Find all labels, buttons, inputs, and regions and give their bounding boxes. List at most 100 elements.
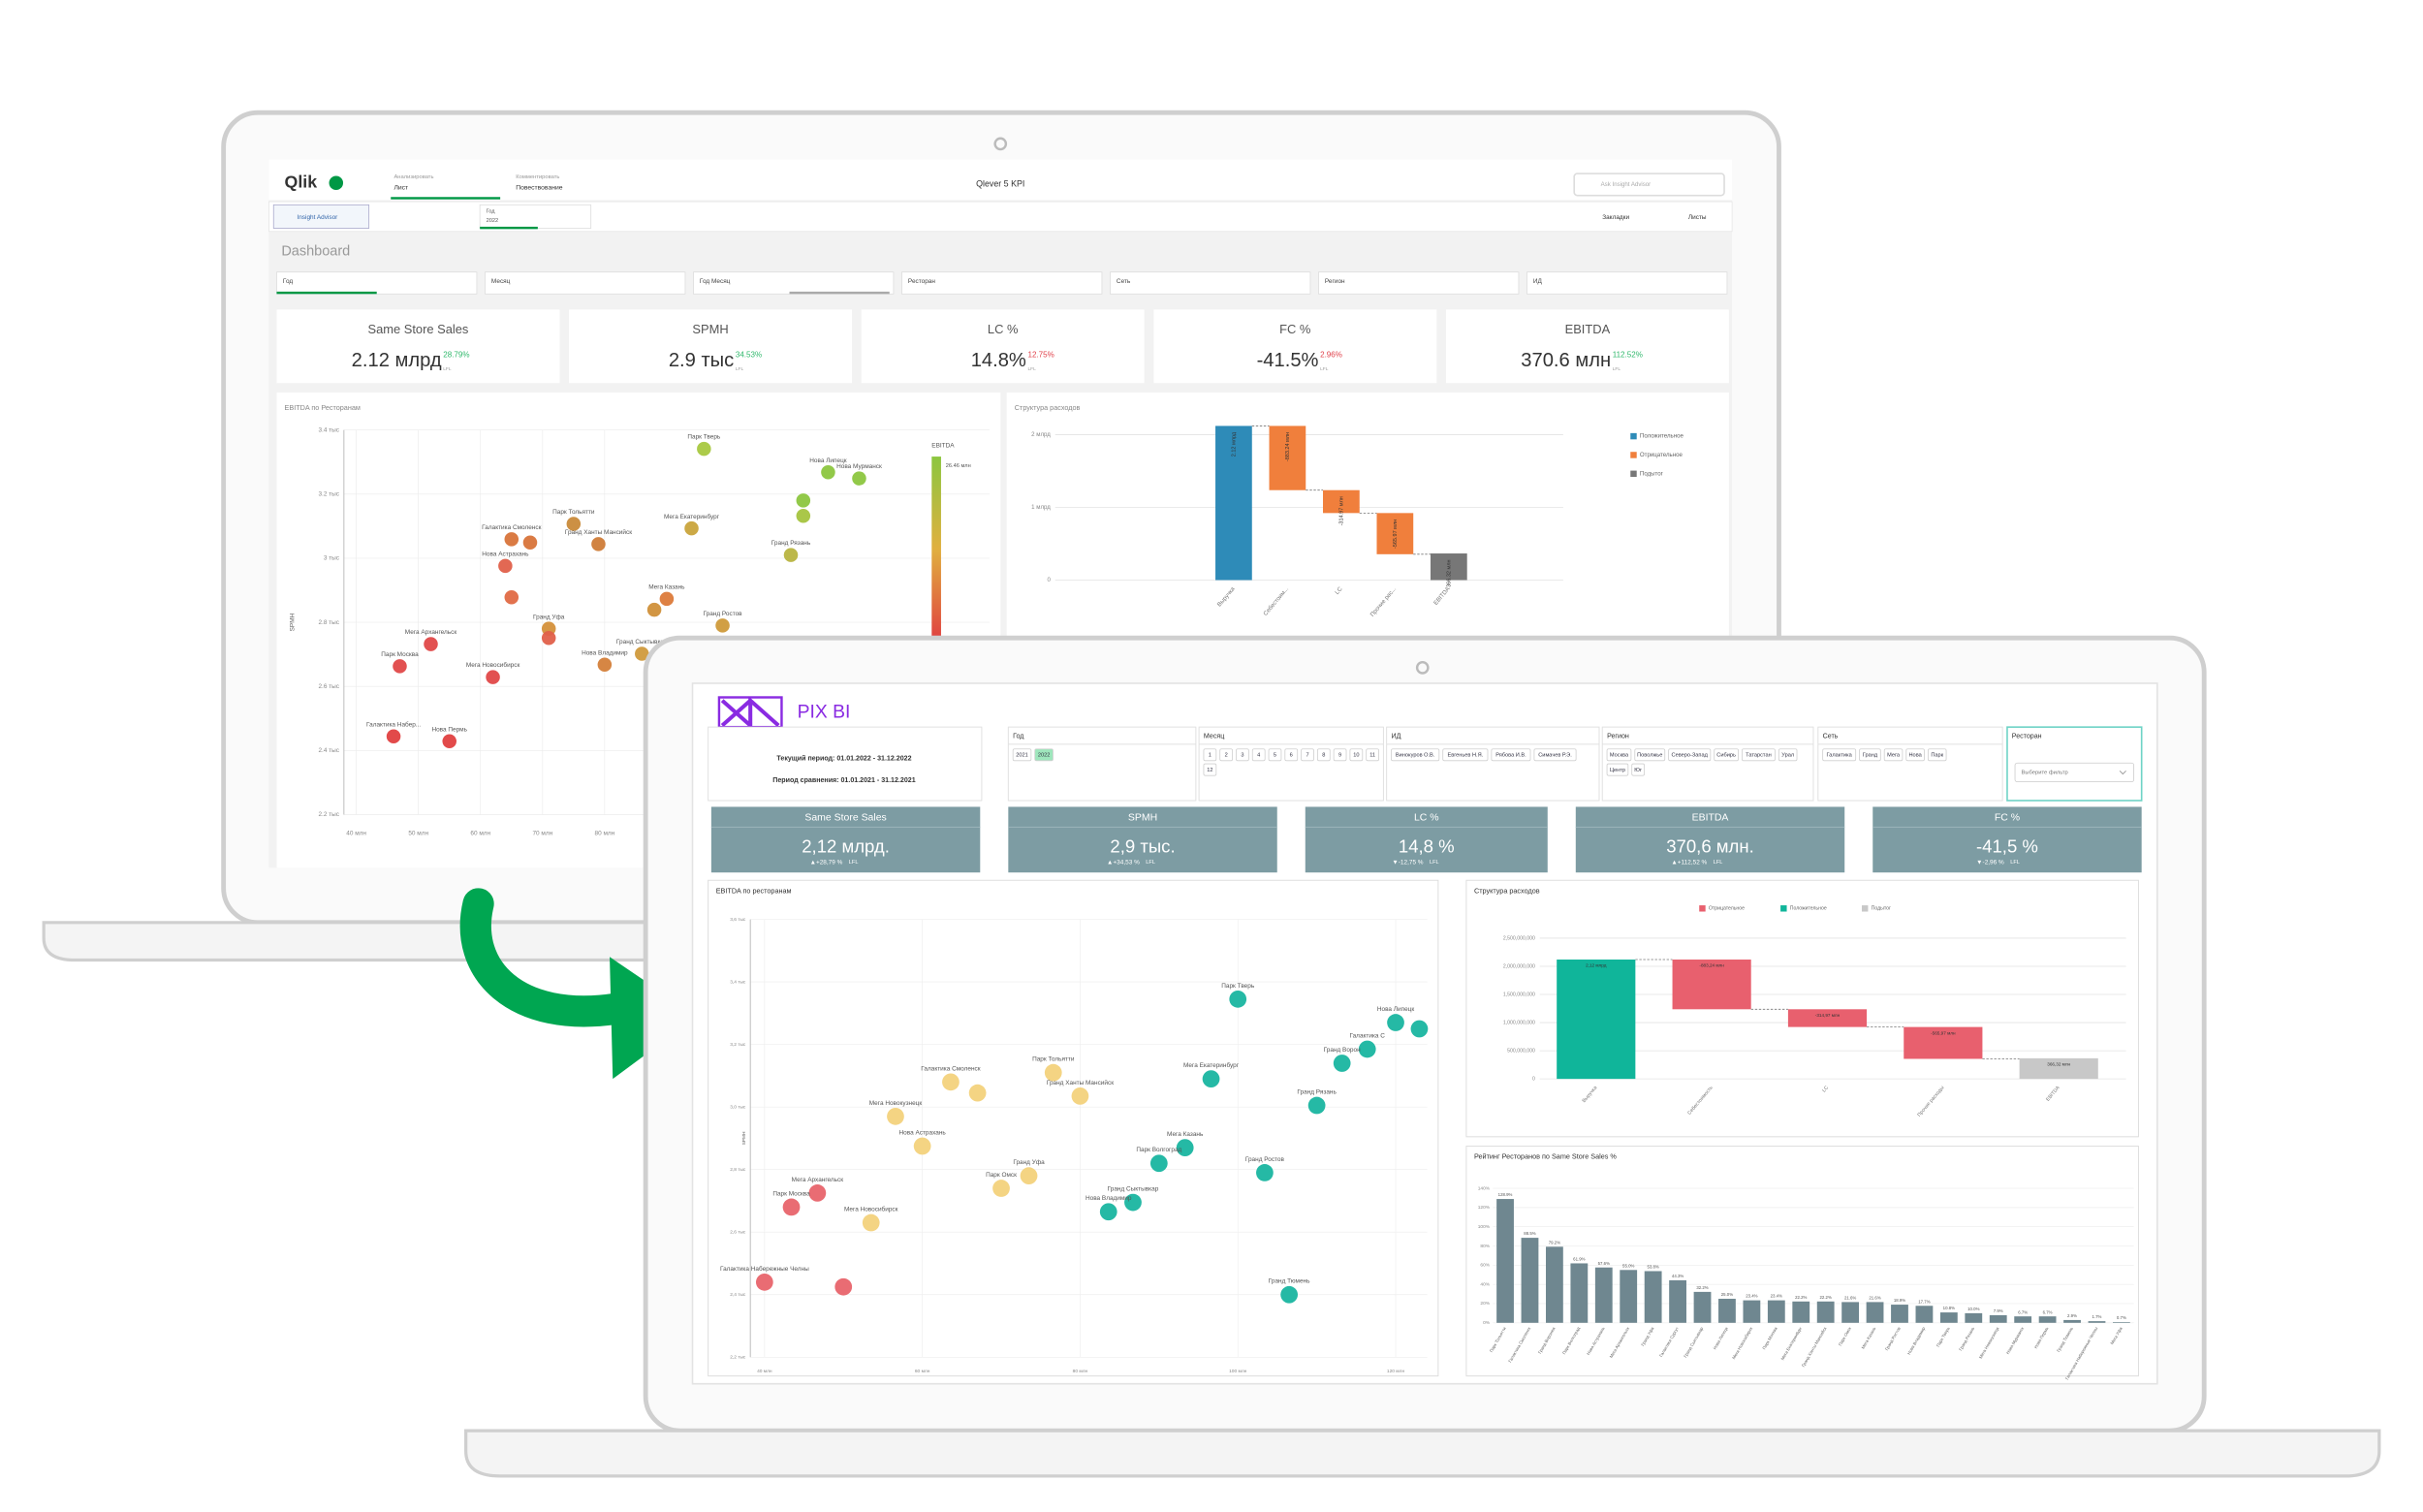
bar [1787,1009,1868,1027]
point-label: Гранд Рязань [771,540,811,547]
filter-chip[interactable] [1714,748,1739,762]
selection-chip[interactable] [479,204,592,229]
kpi-title: FC % [1995,812,2020,823]
toolbar-item[interactable]: Листы [1688,214,1707,221]
y-tick-label: 2,2 тыс [730,1355,746,1361]
filter-chip-label: Центр [1610,768,1625,773]
filter-box[interactable] [485,271,686,295]
value-label: 53.8% [1647,1265,1658,1270]
search-box[interactable] [1573,173,1725,197]
kpi-sub: LFL [1714,860,1723,866]
filter-box[interactable] [1526,271,1728,295]
kpi-value: -41,5 % [1976,835,2038,856]
filter-chip[interactable] [1268,748,1282,762]
filter-chip[interactable] [1606,748,1632,762]
filter-chip[interactable] [1668,748,1712,762]
filter-chip[interactable] [1203,763,1217,776]
point-label: Гранд Ханты Мансийск [1047,1079,1114,1087]
legend-label: Положительное [1640,433,1684,440]
dropdown[interactable] [2014,762,2135,783]
value-label: 88.5% [1524,1231,1535,1236]
value-label: 61.9% [1573,1257,1585,1262]
point-label: Парк Волгоград [1136,1147,1181,1153]
tab-sub[interactable]: Повествование [516,184,562,191]
filter-chip[interactable] [1366,748,1379,762]
filter-chip[interactable] [1333,748,1347,762]
point-label: Гранд Уфа [533,614,565,620]
data-point [522,535,538,550]
filter-chip-label: Татарстан [1746,753,1772,759]
filter-chip[interactable] [1034,748,1054,762]
data-point [498,558,513,574]
filter-chip[interactable] [1236,748,1249,762]
kpi-sub: LFL [1146,860,1155,866]
filter-chip[interactable] [1316,748,1331,762]
data-point [1280,1285,1299,1304]
logo-mark [720,696,780,731]
tab-sub[interactable]: Лист [393,184,408,191]
filter-chip[interactable] [1883,748,1904,762]
filter-chip[interactable] [1927,748,1947,762]
filter-chip[interactable] [1012,748,1032,762]
filter-label: Месяц [491,278,511,285]
filter-chip-label: Винокуров О.В. [1396,753,1435,759]
x-tick-label: 50 млн [408,831,428,837]
filter-chip[interactable] [1606,763,1629,776]
bar [1546,1246,1563,1323]
point-label: Нова Астрахань [482,551,529,557]
point-label: Гранд Сыктывкар [1108,1186,1159,1193]
filter-chip[interactable] [1251,748,1266,762]
app-title[interactable]: Qlever 5 KPI [976,179,1024,189]
filter-chip-label: 2021 [1016,753,1028,759]
point-label: Галактика Смоленск [921,1065,980,1072]
filter-chip[interactable] [1349,748,1364,762]
filter-box[interactable] [1318,271,1520,295]
kpi-sub: LFL [443,366,452,372]
kpi-delta: ▲+34,53 % [1107,859,1140,866]
filter-chip[interactable] [1203,748,1217,762]
bar [2038,1316,2057,1323]
y-tick-label: 3.2 тыс [318,490,339,497]
value-label: 10.0% [1967,1307,1979,1311]
point-label: Мега Екатеринбург [664,513,720,520]
filter-chip[interactable] [1491,748,1531,762]
filter-chip[interactable] [1219,748,1234,762]
y-tick-label: 3,2 тыс [730,1042,746,1048]
data-point [852,471,866,486]
period-text: Текущий период: 01.01.2022 - 31.12.2022 [776,754,911,762]
point-label: Гранд Ростов [1245,1156,1285,1163]
filter-box[interactable] [901,271,1103,295]
filter-chip[interactable] [1284,748,1299,762]
filter-chip[interactable] [1822,748,1857,762]
filter-chip[interactable] [1301,748,1314,762]
filter-chip[interactable] [1533,748,1577,762]
toolbar-item[interactable]: Закладки [1602,214,1629,221]
filter-chip[interactable] [1742,748,1776,762]
color-scale [931,457,941,642]
point-label: Нова Владимир [582,649,628,656]
filter-chip[interactable] [1859,748,1881,762]
filter-chip[interactable] [1778,748,1798,762]
point-label: Гранд Ростов [704,611,743,617]
filter-chip[interactable] [1631,763,1646,776]
data-point [1149,1154,1168,1173]
value-label: 21.6% [1844,1296,1856,1301]
filter-chip[interactable] [1905,748,1925,762]
bar [1939,1312,1958,1323]
filter-box[interactable] [1110,271,1311,295]
value-label: 79.2% [1549,1240,1560,1244]
x-tick-label: LC [1334,585,1344,596]
filter-box[interactable] [276,271,478,295]
filter-chip[interactable] [1442,748,1489,762]
filter-chip[interactable] [1391,748,1440,762]
data-point [913,1137,931,1155]
value-label: 2,12 млрд [1586,963,1607,968]
insight-button[interactable] [272,204,370,229]
data-point [541,631,556,646]
point-label: Мега Казань [648,584,685,591]
filter-chip-label: 1 [1209,753,1212,759]
filter-chip[interactable] [1634,748,1666,762]
value-label: 366,32 млн [2047,1062,2070,1067]
filter-chip-label: 2022 [1038,753,1051,759]
point-label: Галактика Смоленск [482,524,541,531]
